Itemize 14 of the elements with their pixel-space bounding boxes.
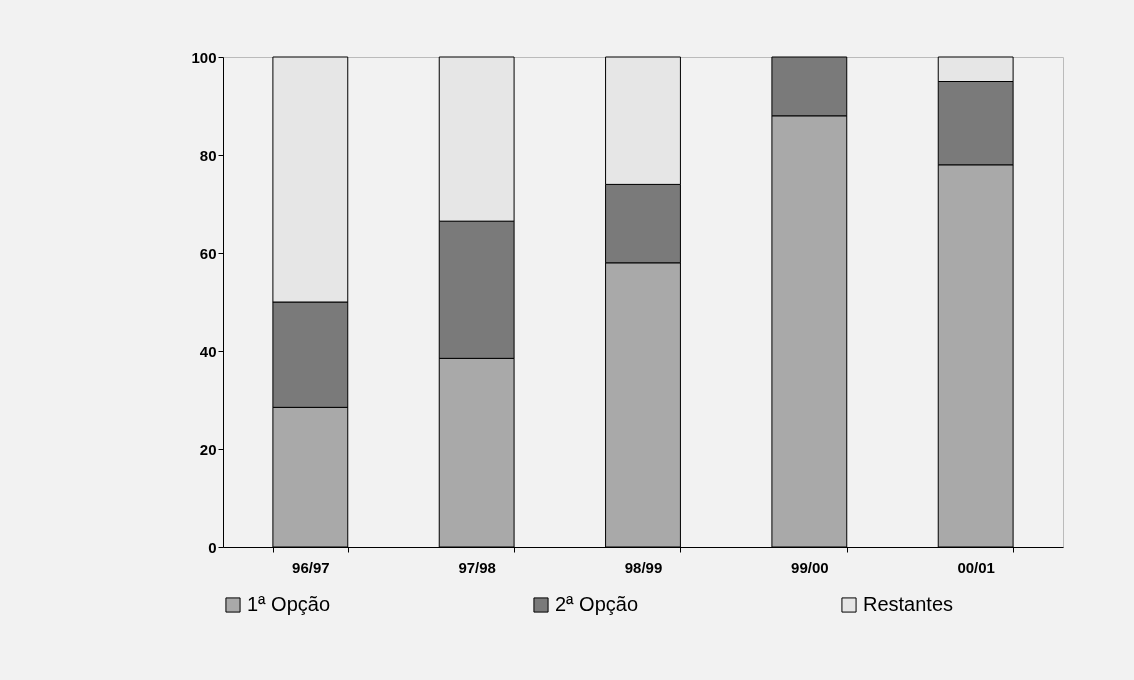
y-tick-label: 80 <box>199 146 217 164</box>
legend-label: Restantes <box>863 593 954 615</box>
y-tick-label: 40 <box>199 342 217 360</box>
legend-label: 2ª Opção <box>555 593 639 615</box>
legend-label: 1ª Opção <box>247 593 331 615</box>
x-tick-label: 97/98 <box>458 558 496 576</box>
x-tick-label: 00/01 <box>957 558 995 576</box>
y-tick-label: 0 <box>208 538 217 556</box>
y-tick-label: 20 <box>199 440 217 458</box>
x-tick-label: 98/99 <box>624 558 663 576</box>
y-tick-label: 100 <box>191 48 217 66</box>
x-tick-label: 99/00 <box>791 558 829 576</box>
y-tick-label: 60 <box>199 244 217 262</box>
x-tick-label: 96/97 <box>292 558 330 576</box>
